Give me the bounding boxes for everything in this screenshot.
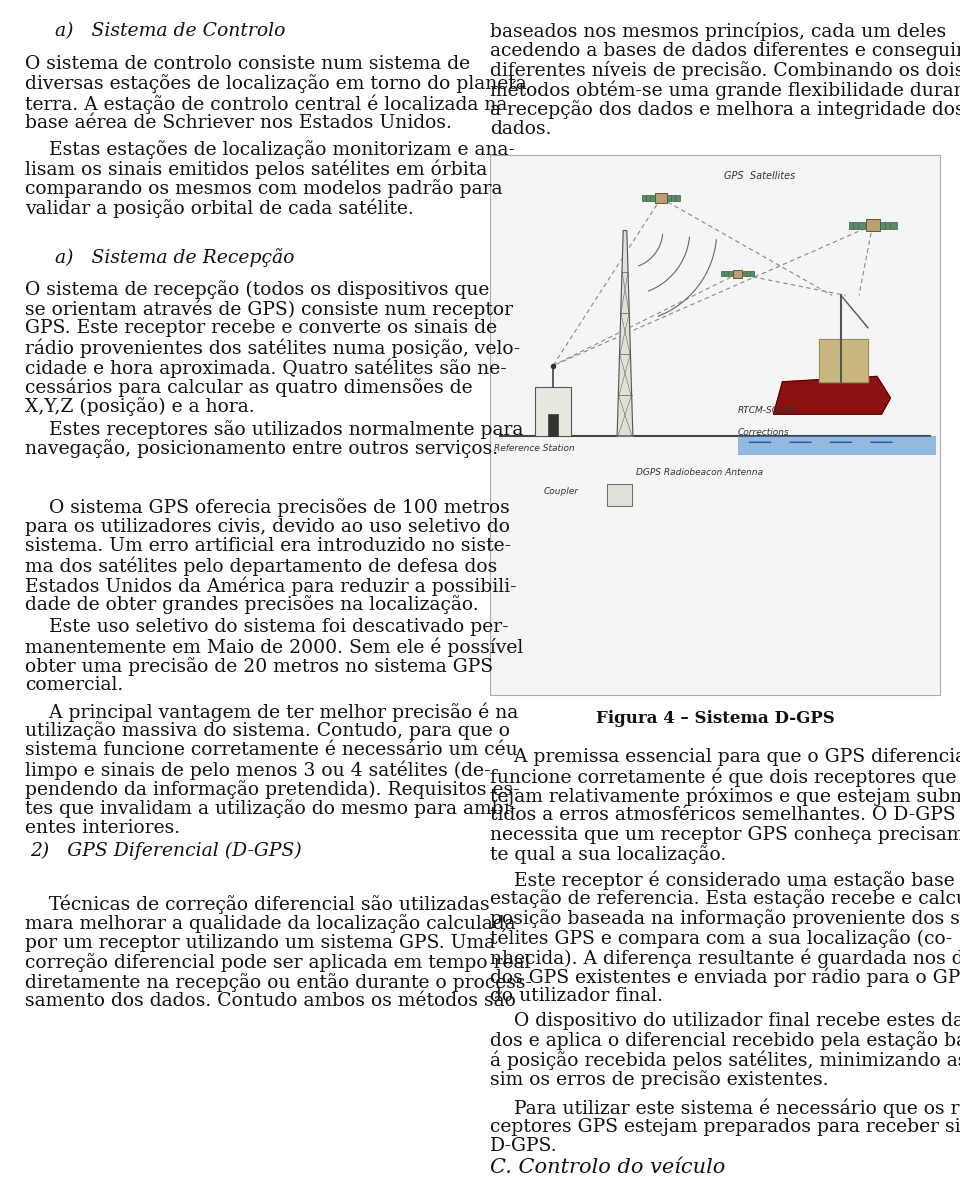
Text: comercial.: comercial. — [25, 677, 123, 694]
Bar — [866, 219, 879, 231]
Text: sistema. Um erro artificial era introduzido no siste-: sistema. Um erro artificial era introduz… — [25, 537, 511, 555]
Text: 2)   GPS Diferencial (D-GPS): 2) GPS Diferencial (D-GPS) — [30, 842, 301, 861]
Text: por um receptor utilizando um sistema GPS. Uma: por um receptor utilizando um sistema GP… — [25, 935, 495, 952]
Bar — [490, 155, 940, 696]
Text: Para utilizar este sistema é necessário que os re-: Para utilizar este sistema é necessário … — [490, 1097, 960, 1118]
Text: Estados Unidos da América para reduzir a possibili-: Estados Unidos da América para reduzir a… — [25, 575, 516, 596]
Text: tejam relativamente próximos e que estejam subme-: tejam relativamente próximos e que estej… — [490, 787, 960, 806]
Text: Estes receptores são utilizados normalmente para: Estes receptores são utilizados normalme… — [25, 420, 523, 439]
Text: ma dos satélites pelo departamento de defesa dos: ma dos satélites pelo departamento de de… — [25, 556, 497, 575]
Text: Este receptor é considerado uma estação base ou: Este receptor é considerado uma estação … — [490, 870, 960, 889]
Bar — [656, 194, 666, 203]
Text: diferentes níveis de precisão. Combinando os dois: diferentes níveis de precisão. Combinand… — [490, 61, 960, 80]
Text: validar a posição orbital de cada satélite.: validar a posição orbital de cada satéli… — [25, 199, 414, 218]
Text: X,Y,Z (posição) e a hora.: X,Y,Z (posição) e a hora. — [25, 397, 254, 416]
Text: terra. A estação de controlo central é localizada na: terra. A estação de controlo central é l… — [25, 94, 508, 113]
Text: base aérea de Schriever nos Estados Unidos.: base aérea de Schriever nos Estados Unid… — [25, 113, 452, 132]
Bar — [642, 195, 655, 201]
Text: Estas estações de localização monitorizam e ana-: Estas estações de localização monitoriza… — [25, 140, 515, 159]
Text: dos GPS existentes e enviada por rádio para o GPS: dos GPS existentes e enviada por rádio p… — [490, 968, 960, 987]
Text: obter uma precisão de 20 metros no sistema GPS: obter uma precisão de 20 metros no siste… — [25, 658, 493, 677]
Text: tes que invalidam a utilização do mesmo para ambi-: tes que invalidam a utilização do mesmo … — [25, 799, 516, 818]
Text: Coupler: Coupler — [544, 486, 579, 496]
Text: sim os erros de precisão existentes.: sim os erros de precisão existentes. — [490, 1070, 828, 1089]
Text: posição baseada na informação proveniente dos sa-: posição baseada na informação provenient… — [490, 910, 960, 927]
Text: GPS. Este receptor recebe e converte os sinais de: GPS. Este receptor recebe e converte os … — [25, 319, 497, 336]
Polygon shape — [774, 377, 891, 414]
Text: O sistema de controlo consiste num sistema de: O sistema de controlo consiste num siste… — [25, 55, 470, 73]
Text: a)   Sistema de Recepção: a) Sistema de Recepção — [55, 249, 295, 268]
Bar — [667, 195, 681, 201]
Text: comparando os mesmos com modelos padrão para: comparando os mesmos com modelos padrão … — [25, 180, 502, 197]
Text: dos e aplica o diferencial recebido pela estação base: dos e aplica o diferencial recebido pela… — [490, 1032, 960, 1050]
Text: GPS  Satellites: GPS Satellites — [724, 171, 795, 181]
Polygon shape — [819, 339, 868, 382]
Text: a)   Sistema de Controlo: a) Sistema de Controlo — [55, 23, 285, 40]
Text: limpo e sinais de pelo menos 3 ou 4 satélites (de-: limpo e sinais de pelo menos 3 ou 4 saté… — [25, 761, 491, 780]
Text: Corrections: Corrections — [737, 428, 789, 436]
Polygon shape — [617, 231, 633, 436]
Text: A premissa essencial para que o GPS diferencial: A premissa essencial para que o GPS dife… — [490, 748, 960, 766]
Bar — [535, 388, 571, 436]
Text: Este uso seletivo do sistema foi descativado per-: Este uso seletivo do sistema foi descati… — [25, 618, 509, 636]
Text: rádio provenientes dos satélites numa posição, velo-: rádio provenientes dos satélites numa po… — [25, 339, 520, 358]
Text: diretamente na recepção ou então durante o process-: diretamente na recepção ou então durante… — [25, 973, 532, 992]
Text: baseados nos mesmos princípios, cada um deles: baseados nos mesmos princípios, cada um … — [490, 23, 947, 40]
Bar — [737, 436, 935, 454]
Bar — [732, 270, 742, 278]
Text: navegação, posicionamento entre outros serviços.: navegação, posicionamento entre outros s… — [25, 440, 498, 459]
Text: acedendo a bases de dados diferentes e conseguindo: acedendo a bases de dados diferentes e c… — [490, 42, 960, 59]
Text: tidos a erros atmosféricos semelhantes. O D-GPS: tidos a erros atmosféricos semelhantes. … — [490, 806, 955, 824]
Text: O sistema GPS oferecia precisões de 100 metros: O sistema GPS oferecia precisões de 100 … — [25, 498, 510, 517]
Text: Reference Station: Reference Station — [494, 443, 575, 453]
Text: O sistema de recepção (todos os dispositivos que: O sistema de recepção (todos os disposit… — [25, 279, 490, 298]
Text: entes interiores.: entes interiores. — [25, 819, 180, 837]
Text: funcione corretamente é que dois receptores que es-: funcione corretamente é que dois recepto… — [490, 768, 960, 787]
Text: do utilizador final.: do utilizador final. — [490, 987, 663, 1005]
Text: nhecida). A diferença resultante é guardada nos da-: nhecida). A diferença resultante é guard… — [490, 948, 960, 968]
Text: ceptores GPS estejam preparados para receber sinais: ceptores GPS estejam preparados para rec… — [490, 1118, 960, 1135]
Text: métodos obtém-se uma grande flexibilidade durante: métodos obtém-se uma grande flexibilidad… — [490, 81, 960, 100]
Text: cidade e hora aproximada. Quatro satélites são ne-: cidade e hora aproximada. Quatro satélit… — [25, 358, 507, 377]
Text: samento dos dados. Contudo ambos os métodos são: samento dos dados. Contudo ambos os méto… — [25, 993, 516, 1011]
Text: RTCM-SC104: RTCM-SC104 — [737, 407, 796, 415]
Text: mara melhorar a qualidade da localização calculada: mara melhorar a qualidade da localização… — [25, 914, 516, 933]
Text: á posição recebida pelos satélites, minimizando as-: á posição recebida pelos satélites, mini… — [490, 1051, 960, 1070]
Text: Técnicas de correção diferencial são utilizadas: Técnicas de correção diferencial são uti… — [25, 895, 490, 914]
Text: necessita que um receptor GPS conheça precisamen-: necessita que um receptor GPS conheça pr… — [490, 826, 960, 844]
Text: cessários para calcular as quatro dimensões de: cessários para calcular as quatro dimens… — [25, 377, 472, 397]
Text: A principal vantagem de ter melhor precisão é na: A principal vantagem de ter melhor preci… — [25, 702, 518, 722]
Text: manentemente em Maio de 2000. Sem ele é possível: manentemente em Maio de 2000. Sem ele é … — [25, 637, 523, 658]
Text: O dispositivo do utilizador final recebe estes da-: O dispositivo do utilizador final recebe… — [490, 1012, 960, 1030]
Text: télites GPS e compara com a sua localização (co-: télites GPS e compara com a sua localiza… — [490, 929, 952, 948]
Text: utilização massiva do sistema. Contudo, para que o: utilização massiva do sistema. Contudo, … — [25, 722, 510, 741]
Bar — [548, 414, 558, 436]
Text: lisam os sinais emitidos pelos satélites em órbita: lisam os sinais emitidos pelos satélites… — [25, 159, 488, 180]
Text: sistema funcione corretamente é necessário um céu: sistema funcione corretamente é necessár… — [25, 741, 517, 759]
Text: para os utilizadores civis, devido ao uso seletivo do: para os utilizadores civis, devido ao us… — [25, 517, 510, 535]
Bar — [607, 484, 632, 507]
Text: estação de referencia. Esta estação recebe e calcula a: estação de referencia. Esta estação rece… — [490, 889, 960, 908]
Bar — [880, 221, 897, 228]
Text: dade de obter grandes precisões na localização.: dade de obter grandes precisões na local… — [25, 596, 479, 615]
Bar — [849, 221, 865, 228]
Text: DGPS Radiobeacon Antenna: DGPS Radiobeacon Antenna — [636, 468, 763, 477]
Text: D-GPS.: D-GPS. — [490, 1137, 558, 1155]
Text: pendendo da informação pretendida). Requisitos es-: pendendo da informação pretendida). Requ… — [25, 780, 519, 799]
Bar — [743, 271, 755, 276]
Text: C. Controlo do veículo: C. Controlo do veículo — [490, 1158, 726, 1177]
Text: se orientam através de GPS) consiste num receptor: se orientam através de GPS) consiste num… — [25, 300, 513, 319]
Text: te qual a sua localização.: te qual a sua localização. — [490, 845, 727, 864]
Text: diversas estações de localização em torno do planeta: diversas estações de localização em torn… — [25, 75, 527, 94]
Text: a recepção dos dados e melhora a integridade dos: a recepção dos dados e melhora a integri… — [490, 100, 960, 119]
Text: Figura 4 – Sistema D-GPS: Figura 4 – Sistema D-GPS — [595, 710, 834, 726]
Bar — [721, 271, 732, 276]
Text: dados.: dados. — [490, 120, 551, 138]
Text: correção diferencial pode ser aplicada em tempo real: correção diferencial pode ser aplicada e… — [25, 954, 530, 973]
